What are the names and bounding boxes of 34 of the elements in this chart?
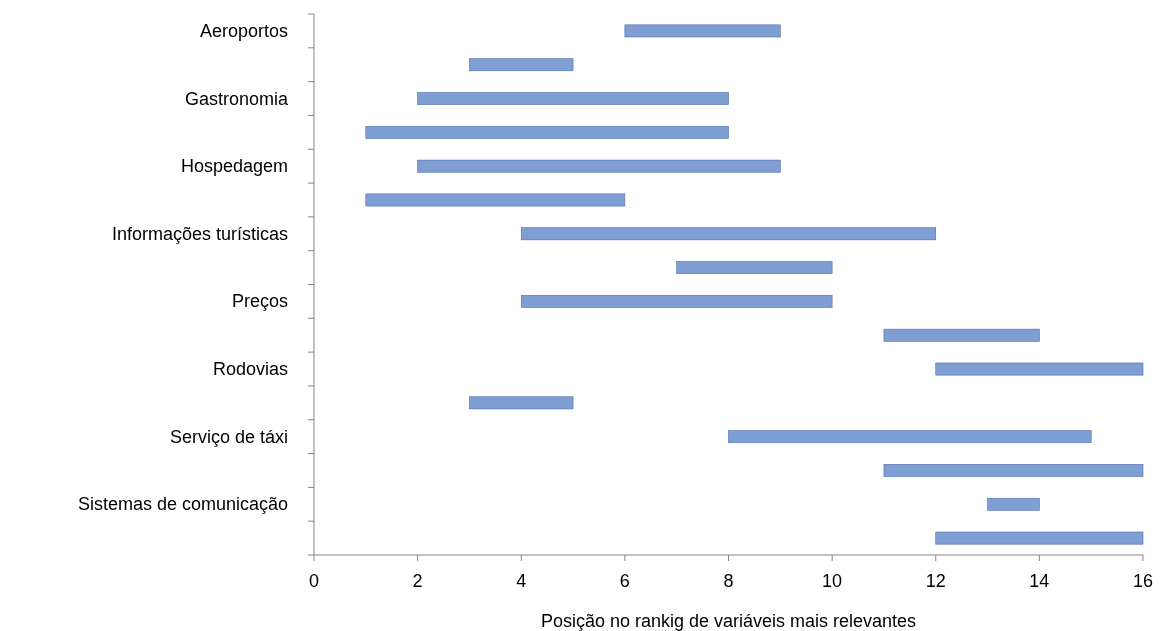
bar <box>469 396 574 410</box>
y-tick-label: Gastronomia <box>184 88 289 109</box>
bar <box>676 261 833 274</box>
bar <box>469 58 574 72</box>
y-tick-label: Sistemas de comunicação <box>77 494 288 515</box>
bar <box>987 497 1040 511</box>
x-axis-title: Posição no rankig de variáveis mais relevantes <box>540 611 917 631</box>
bar <box>417 92 729 105</box>
bar <box>883 464 1144 477</box>
bar <box>883 328 1040 342</box>
y-tick-label: Hospedagem <box>180 156 288 177</box>
x-tick-label: 14 <box>1029 571 1050 591</box>
x-tick-label: 0 <box>308 571 320 591</box>
x-tick-label: 2 <box>412 571 423 591</box>
x-tick-label: 8 <box>723 571 734 591</box>
x-tick-label: 12 <box>925 571 946 591</box>
bar <box>365 125 729 139</box>
y-tick-label: Serviço de táxi <box>169 426 288 447</box>
x-tick-label: 6 <box>619 571 630 591</box>
x-tick-label: 10 <box>822 571 843 591</box>
bar <box>728 430 1092 444</box>
bar <box>365 193 626 207</box>
bar <box>520 227 937 241</box>
bar <box>935 531 1144 545</box>
y-tick-label: Informações turísticas <box>111 223 288 244</box>
bar <box>624 24 781 38</box>
y-tick-label: Aeroportos <box>199 20 288 41</box>
bar <box>935 362 1144 376</box>
y-tick-label: Preços <box>231 291 288 312</box>
bar <box>520 295 833 308</box>
x-tick-label: 4 <box>516 571 527 591</box>
y-tick-label: Rodovias <box>212 359 288 380</box>
bar <box>417 159 781 173</box>
x-tick-label: 16 <box>1132 571 1154 591</box>
